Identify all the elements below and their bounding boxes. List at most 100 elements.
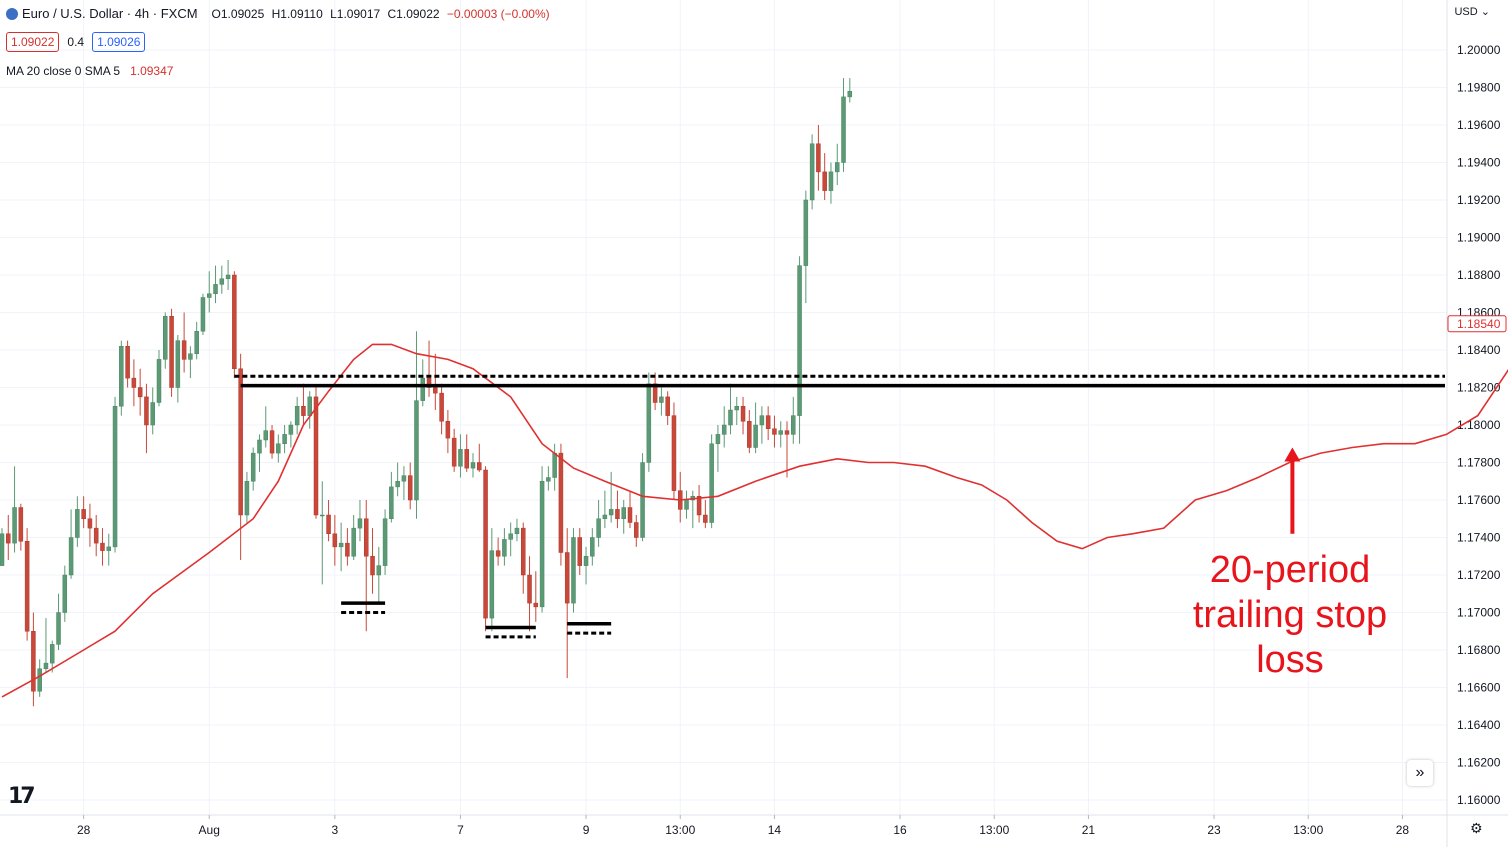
currency-flag-icon [6,7,18,20]
candle-down [169,316,174,388]
candle-up [163,316,168,360]
candle-up [320,514,325,517]
candle-up [709,443,714,523]
candle-down [483,469,488,619]
candle-up [502,539,507,557]
candle-down [433,387,438,394]
candle-up [56,612,61,645]
candle-up [206,293,212,298]
candle-down [345,542,350,557]
candle-up [338,542,344,548]
ohlc-values: O1.09025 H1.09110 L1.09017 C1.09022 −0.0… [212,7,554,21]
currency-menu[interactable]: USD ⌄ [1454,5,1490,18]
candle-up [257,439,262,454]
price-tick-label: 1.18200 [1457,381,1501,395]
price-tick-label: 1.18400 [1457,343,1501,357]
candle-up [225,274,231,279]
candle-up [715,434,721,444]
candle-up [150,402,155,426]
candle-up [759,415,765,426]
candle-down [81,509,86,519]
candle-up [803,199,809,266]
candle-up [68,537,74,576]
price-tick-label: 1.17600 [1457,493,1501,507]
candle-down [696,496,702,516]
candle-down [564,552,570,604]
last-price-label: 1.18540 [1457,317,1501,331]
candle-down [326,514,331,534]
sell-price-box[interactable]: 1.09022 [6,32,60,52]
candle-up [219,278,225,285]
time-tick-label: 13:00 [1293,823,1323,837]
price-tick-label: 1.16400 [1457,718,1501,732]
candle-up [734,406,740,411]
candle-up [263,430,269,441]
time-tick-label: 14 [768,823,782,837]
candle-up [828,171,834,191]
time-tick-label: 13:00 [979,823,1009,837]
scroll-to-realtime-button[interactable]: » [1407,760,1433,786]
candle-up [12,507,17,544]
candle-down [615,509,620,519]
candle-down [495,550,501,557]
candle-up [841,96,846,163]
time-tick-label: 9 [583,823,590,837]
gear-icon[interactable]: ⚙ [1470,820,1483,836]
candle-down [772,428,777,435]
price-tick-label: 1.17400 [1457,531,1501,545]
legend-header: Euro / U.S. Dollar · 4h · FXCM O1.09025 … [6,6,554,21]
candle-down [747,421,752,448]
candle-up [552,452,557,478]
candle-down [24,541,30,632]
annotation-arrow-head [1284,447,1301,462]
candle-up [508,533,513,540]
annotation-text: 20-period trailing stop loss [1170,548,1410,683]
bid-ask-row: 1.09022 0.4 1.09026 [6,32,146,52]
last-price-badge [1447,315,1507,333]
candle-up [401,475,407,482]
candle-up [156,359,162,403]
candle-up [213,284,218,294]
symbol-title[interactable]: Euro / U.S. Dollar · 4h · FXCM [22,6,198,21]
close-value: C1.09022 [387,6,440,21]
ma-legend[interactable]: MA 20 close 0 SMA 5 1.09347 [6,64,173,78]
price-tick-label: 1.19600 [1457,118,1501,132]
candle-up [778,430,783,435]
candle-down [137,387,143,398]
candle-down [627,507,633,523]
time-tick-label: 23 [1207,823,1221,837]
candle-up [43,662,49,669]
candle-down [784,430,790,435]
annotation-line-1: 20-period [1209,549,1371,591]
candle-down [533,602,539,608]
candle-up [847,91,853,98]
buy-price-box[interactable]: 1.09026 [92,32,146,52]
candle-up [571,537,576,604]
time-tick-label: 3 [331,823,338,837]
candle-up [458,449,463,467]
candle-down [703,514,708,523]
tradingview-logo-icon[interactable]: 17 [8,784,36,809]
candle-up [420,377,426,401]
candle-up [351,527,356,557]
candle-up [376,565,382,576]
ma-value: 1.09347 [130,64,174,78]
candle-up [470,462,476,469]
currency-label: USD [1454,6,1478,18]
chevron-down-icon: ⌄ [1480,6,1490,18]
ma-line [1,343,1508,698]
candle-down [363,518,369,557]
candle-down [558,452,564,553]
open-value: O1.09025 [211,6,265,21]
candle-up [357,518,363,529]
candle-down [313,396,319,516]
candle-down [634,522,639,538]
candle-up [62,574,68,613]
candle-down [822,171,827,191]
candle-down [665,396,670,416]
price-tick-label: 1.16800 [1457,643,1501,657]
candle-up [244,481,250,516]
candle-up [294,406,300,426]
